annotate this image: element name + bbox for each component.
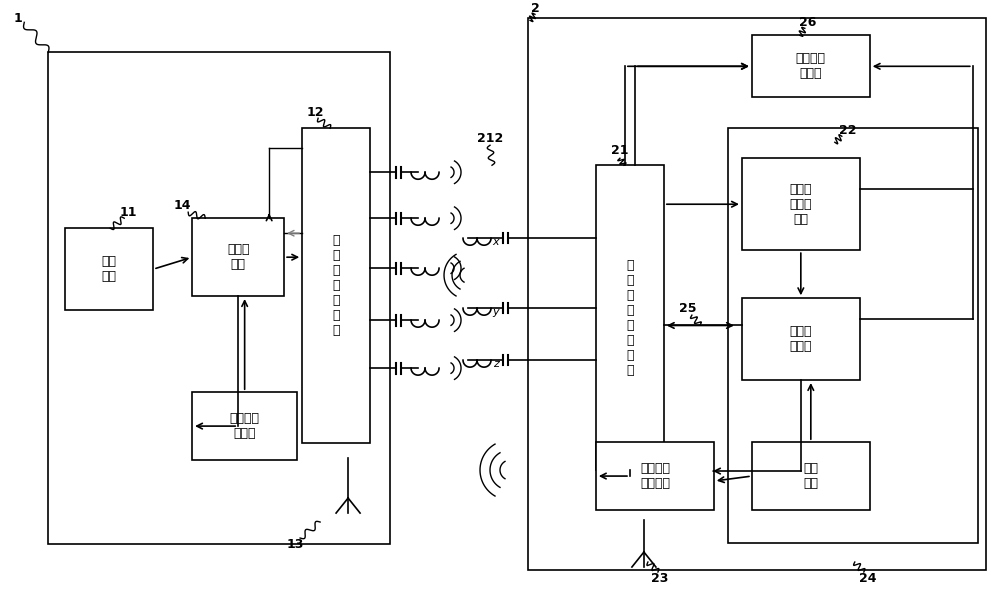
Bar: [65, 228, 153, 310]
Text: 13: 13: [286, 537, 304, 550]
Text: 14: 14: [173, 199, 191, 212]
Bar: [752, 35, 870, 98]
Text: y: y: [493, 307, 499, 317]
Bar: [528, 18, 986, 570]
Text: 备用转发
器模块: 备用转发 器模块: [796, 52, 826, 80]
Bar: [728, 129, 978, 543]
Text: 2: 2: [531, 2, 539, 15]
Text: 12: 12: [306, 106, 324, 119]
Text: 高频门接
收模块: 高频门接 收模块: [230, 412, 260, 440]
Text: x: x: [493, 237, 499, 247]
Text: 22: 22: [839, 124, 857, 137]
Bar: [742, 158, 860, 250]
Text: 11: 11: [119, 206, 137, 219]
Bar: [596, 442, 714, 510]
Text: 高频钥匙
发射模块: 高频钥匙 发射模块: [640, 462, 670, 490]
Text: 低
频
门
收
发
模
块: 低 频 门 收 发 模 块: [332, 234, 340, 337]
Bar: [302, 129, 370, 443]
Text: 21: 21: [611, 144, 629, 156]
Text: 25: 25: [679, 302, 697, 315]
Bar: [48, 52, 390, 544]
Text: 低
频
钥
匙
接
收
模
块: 低 频 钥 匙 接 收 模 块: [626, 259, 634, 377]
Bar: [192, 218, 284, 296]
Bar: [752, 442, 870, 510]
Text: 212: 212: [477, 131, 503, 145]
Text: 门控制
模块: 门控制 模块: [227, 243, 249, 271]
Text: 24: 24: [859, 572, 877, 584]
Text: 模拟信
号处理
模块: 模拟信 号处理 模块: [790, 183, 812, 226]
Text: z: z: [493, 359, 499, 369]
Text: 感应
装置: 感应 装置: [102, 255, 117, 283]
Bar: [596, 165, 664, 470]
Text: 钥匙控
制模块: 钥匙控 制模块: [790, 325, 812, 353]
Text: 电源
模块: 电源 模块: [803, 462, 818, 490]
Bar: [742, 298, 860, 380]
Bar: [192, 392, 297, 460]
Text: 1: 1: [14, 12, 23, 25]
Text: 23: 23: [651, 572, 669, 584]
Text: 26: 26: [799, 16, 817, 29]
